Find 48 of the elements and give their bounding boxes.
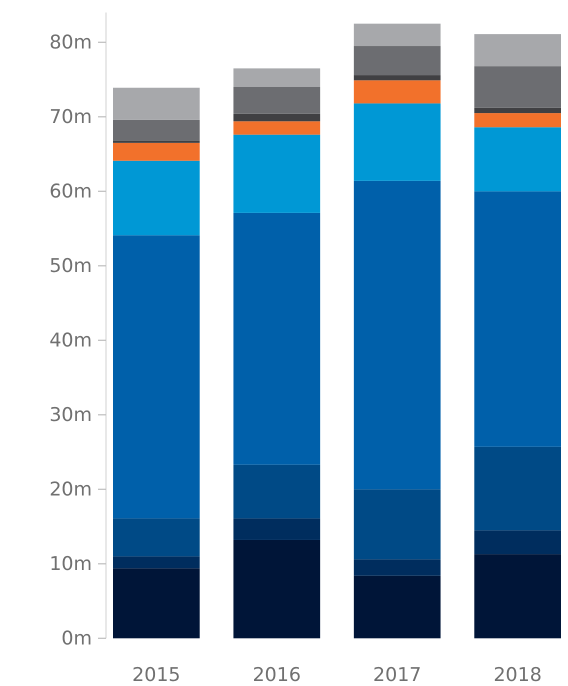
bar bbox=[233, 540, 320, 638]
x-tick-label: 2015 bbox=[132, 664, 181, 686]
bar bbox=[474, 530, 561, 554]
bar bbox=[113, 556, 200, 568]
bar bbox=[113, 142, 200, 161]
y-tick-label: 50m bbox=[49, 254, 92, 277]
bar bbox=[113, 235, 200, 518]
y-tick-label: 40m bbox=[49, 329, 92, 352]
bar bbox=[233, 121, 320, 135]
bar bbox=[474, 66, 561, 108]
bar bbox=[354, 103, 441, 181]
bar bbox=[474, 191, 561, 447]
bar bbox=[354, 489, 441, 560]
x-tick-label: 2017 bbox=[373, 664, 422, 686]
bar bbox=[233, 464, 320, 518]
y-tick-label: 80m bbox=[49, 31, 92, 54]
bar bbox=[233, 114, 320, 122]
bar bbox=[233, 212, 320, 465]
bar bbox=[113, 160, 200, 236]
x-tick-label: 2018 bbox=[493, 664, 542, 686]
bar bbox=[233, 134, 320, 213]
bar bbox=[474, 446, 561, 530]
y-tick-label: 70m bbox=[49, 106, 92, 128]
bar bbox=[233, 518, 320, 540]
bar bbox=[113, 518, 200, 556]
bar bbox=[474, 127, 561, 192]
bar bbox=[474, 554, 561, 638]
bar bbox=[354, 75, 441, 80]
y-tick-label: 0m bbox=[61, 627, 92, 650]
x-tick-label: 2016 bbox=[252, 664, 301, 686]
bar bbox=[354, 24, 441, 46]
y-tick-label: 10m bbox=[49, 552, 92, 575]
bar bbox=[354, 80, 441, 104]
y-tick-label: 60m bbox=[49, 180, 92, 202]
y-tick-label: 30m bbox=[49, 404, 92, 426]
bar bbox=[474, 113, 561, 128]
bar bbox=[354, 180, 441, 490]
y-tick-label: 20m bbox=[49, 478, 92, 500]
bar bbox=[113, 120, 200, 141]
bar bbox=[233, 87, 320, 114]
bar bbox=[474, 34, 561, 66]
bar bbox=[354, 559, 441, 576]
bar bbox=[354, 46, 441, 76]
bar bbox=[113, 88, 200, 120]
bar bbox=[113, 568, 200, 638]
bar bbox=[354, 576, 441, 638]
bar bbox=[474, 108, 561, 114]
bar bbox=[233, 68, 320, 87]
